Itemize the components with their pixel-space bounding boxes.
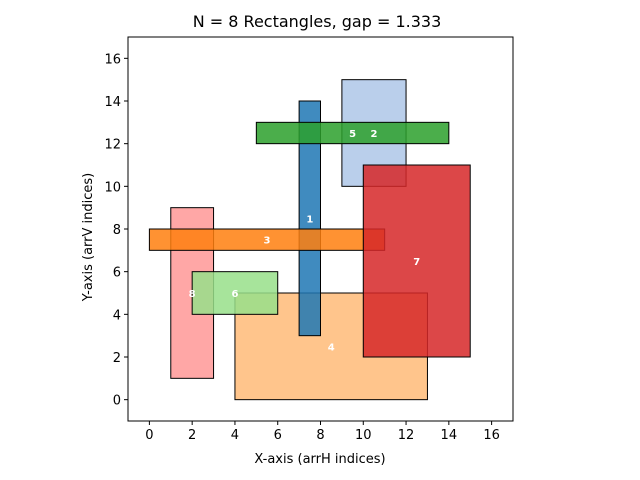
y-tick-label: 6 [113, 266, 121, 281]
chart-title: N = 8 Rectangles, gap = 1.333 [193, 12, 442, 31]
rectangle-labels-layer: 4 8 6 1 2 3 5 7 [189, 129, 421, 353]
y-tick-label: 10 [104, 180, 121, 195]
y-tick-label: 4 [113, 308, 121, 323]
x-axis-label: X-axis (arrH indices) [254, 452, 385, 467]
y-tick-label: 2 [113, 351, 121, 366]
y-axis-label: Y-axis (arrV indices) [81, 173, 96, 303]
y-tick-label: 14 [104, 95, 121, 110]
rectangle-label-2: 2 [370, 129, 377, 140]
y-tick-label: 12 [104, 138, 121, 153]
y-axis-ticks: 0 2 4 6 8 10 12 14 16 [104, 52, 128, 409]
x-axis-ticks: 0 2 4 6 8 10 12 14 16 [145, 421, 500, 443]
x-tick-label: 10 [355, 428, 372, 443]
y-tick-label: 16 [104, 52, 121, 67]
rectangle-label-1: 1 [306, 214, 313, 225]
rectangle-label-5: 5 [349, 129, 356, 140]
x-tick-label: 4 [231, 428, 239, 443]
x-tick-label: 2 [188, 428, 196, 443]
x-tick-label: 12 [398, 428, 415, 443]
y-tick-label: 0 [113, 394, 121, 409]
rectangles-layer [148, 79, 471, 401]
rectangle-5 [255, 121, 450, 145]
x-tick-label: 6 [274, 428, 282, 443]
rectangle-label-7: 7 [413, 257, 420, 268]
rectangle-7 [362, 164, 471, 358]
rectangle-1 [298, 100, 322, 337]
x-tick-label: 14 [441, 428, 458, 443]
rectangle-6 [191, 271, 279, 315]
x-tick-label: 8 [316, 428, 324, 443]
x-tick-label: 0 [145, 428, 153, 443]
y-tick-label: 8 [113, 223, 121, 238]
rectangle-label-8: 8 [189, 289, 196, 300]
rectangle-label-6: 6 [231, 289, 238, 300]
rectangle-label-3: 3 [264, 236, 271, 247]
x-tick-label: 16 [483, 428, 500, 443]
rectangle-label-4: 4 [328, 342, 335, 353]
